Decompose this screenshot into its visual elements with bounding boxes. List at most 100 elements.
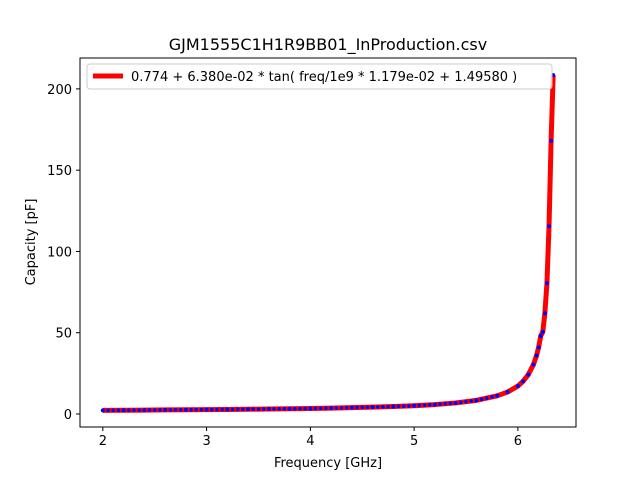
measured-point <box>360 405 365 410</box>
measured-point <box>484 396 489 400</box>
x-tick-label: 2 <box>99 434 107 449</box>
legend-box <box>86 63 553 90</box>
measured-point <box>549 138 554 143</box>
x-tick-label: 6 <box>514 434 522 449</box>
y-axis-label: Capacity [pF] <box>24 199 39 286</box>
measured-point <box>515 384 520 389</box>
measured-point <box>220 407 224 412</box>
measured-point <box>116 408 121 413</box>
measured-point <box>142 408 147 412</box>
measured-point <box>272 407 276 411</box>
measured-point <box>158 408 162 412</box>
measured-point <box>308 406 313 411</box>
measured-point <box>111 408 116 413</box>
measured-point <box>540 329 545 334</box>
measured-point <box>163 408 167 412</box>
measured-point <box>324 406 328 411</box>
y-tick-label: 50 <box>55 327 72 342</box>
measured-point <box>126 408 131 413</box>
measured-point <box>538 333 543 338</box>
measured-point <box>230 407 235 412</box>
y-tick-label: 200 <box>47 83 72 98</box>
measured-point <box>313 406 318 411</box>
measured-point <box>256 407 261 411</box>
measured-point <box>495 393 499 398</box>
measured-point <box>168 408 173 412</box>
measured-point <box>417 403 422 408</box>
measured-point <box>376 405 380 409</box>
measured-point <box>282 407 287 411</box>
measured-point <box>401 404 406 408</box>
measured-point <box>391 404 396 409</box>
measured-point <box>479 397 484 402</box>
plot-frame <box>79 57 577 428</box>
measured-point <box>521 379 526 384</box>
x-tick-label: 3 <box>202 434 210 449</box>
x-tick-label: 4 <box>306 434 314 449</box>
measured-point <box>536 345 541 350</box>
chart-title: GJM1555C1H1R9BB01_InProduction.csv <box>169 35 487 55</box>
measured-point <box>370 405 375 409</box>
measured-point <box>132 408 136 412</box>
x-tick-label: 5 <box>410 434 418 449</box>
measured-point <box>147 408 152 412</box>
measured-point <box>267 407 271 411</box>
y-tick-label: 100 <box>47 245 72 260</box>
measured-point <box>365 405 370 410</box>
measured-point <box>505 390 510 395</box>
measured-point <box>448 401 453 406</box>
plot-background <box>80 58 576 427</box>
measured-point <box>277 407 282 411</box>
measured-point <box>459 400 463 405</box>
measured-point <box>298 406 302 411</box>
measured-point <box>251 407 256 412</box>
measured-point <box>209 407 214 412</box>
measured-point <box>474 398 479 403</box>
measured-point <box>526 372 531 377</box>
measured-point <box>121 408 126 413</box>
measured-point <box>287 406 292 411</box>
plot-area <box>79 57 577 428</box>
measured-point <box>235 407 240 412</box>
measured-point <box>344 405 349 410</box>
measured-point <box>137 408 141 412</box>
measured-point <box>396 404 401 409</box>
measured-point <box>531 362 536 367</box>
measured-point <box>334 406 339 410</box>
measured-point <box>261 407 266 411</box>
measured-point <box>427 403 432 407</box>
measured-point <box>189 407 193 412</box>
y-tick-label: 0 <box>64 408 72 423</box>
y-tick-label: 150 <box>47 164 72 179</box>
measured-point <box>199 407 204 412</box>
measured-point <box>350 405 354 410</box>
measured-point <box>215 407 219 412</box>
measured-point <box>412 403 416 408</box>
measured-point <box>318 406 323 411</box>
measured-point <box>433 402 437 407</box>
measured-point <box>547 224 552 229</box>
measured-point <box>184 407 188 412</box>
measured-point <box>407 404 411 408</box>
measured-point <box>422 403 427 407</box>
measured-point <box>534 353 539 358</box>
measured-point <box>303 406 307 411</box>
measured-point <box>225 407 230 412</box>
measured-point <box>355 405 359 410</box>
measured-point <box>443 401 448 406</box>
measured-point <box>194 407 199 412</box>
x-axis: 2 3 4 5 6 <box>99 427 522 449</box>
measured-point <box>152 408 157 412</box>
measured-point <box>381 405 385 409</box>
measured-point <box>453 401 458 405</box>
measured-point <box>292 406 297 411</box>
x-axis-label: Frequency [GHz] <box>274 456 382 471</box>
measured-point <box>339 406 344 410</box>
measured-point <box>106 408 110 413</box>
measured-point <box>241 407 245 412</box>
measured-point <box>386 404 390 409</box>
measured-point <box>542 311 547 316</box>
measured-point <box>490 395 494 399</box>
measured-point <box>173 408 178 412</box>
